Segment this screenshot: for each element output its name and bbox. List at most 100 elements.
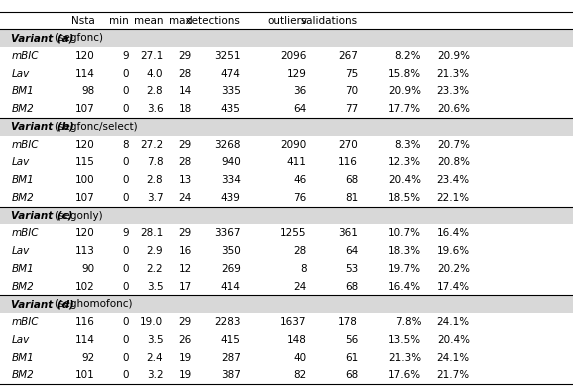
Text: 53: 53 [345,264,358,274]
Text: 29: 29 [179,229,192,238]
Text: 2096: 2096 [280,51,307,61]
Text: 21.3%: 21.3% [388,353,421,362]
Text: 334: 334 [221,175,241,185]
Text: 26: 26 [179,335,192,345]
Text: 27.2: 27.2 [140,140,163,150]
Text: 20.2%: 20.2% [437,264,470,274]
Text: 2.8: 2.8 [147,175,163,185]
Bar [0,118,573,136]
Text: 3251: 3251 [214,51,241,61]
Text: 178: 178 [338,317,358,327]
Text: 81: 81 [345,193,358,203]
Text: (segonly): (segonly) [54,211,103,221]
Text: 29: 29 [179,51,192,61]
Text: 17.7%: 17.7% [388,104,421,114]
Text: 18.3%: 18.3% [388,246,421,256]
Text: 16: 16 [179,246,192,256]
Text: min: min [109,16,129,26]
Text: mBIC: mBIC [11,317,39,327]
Text: mBIC: mBIC [11,229,39,238]
Text: 19.6%: 19.6% [437,246,470,256]
Text: 0: 0 [123,282,129,291]
Text: 68: 68 [345,175,358,185]
Text: 64: 64 [293,104,307,114]
Text: 29: 29 [179,140,192,150]
Text: 28: 28 [179,158,192,167]
Text: 287: 287 [221,353,241,362]
Text: 77: 77 [345,104,358,114]
Text: 3.5: 3.5 [147,335,163,345]
Text: 18: 18 [179,104,192,114]
Text: 3.6: 3.6 [147,104,163,114]
Text: outliers: outliers [267,16,307,26]
Text: 0: 0 [123,175,129,185]
Text: 64: 64 [345,246,358,256]
Text: 24: 24 [179,193,192,203]
Text: 0: 0 [123,335,129,345]
Text: 100: 100 [75,175,95,185]
Text: 113: 113 [74,246,95,256]
Text: 2090: 2090 [280,140,307,150]
Text: Variant (b) (segfonc/select): Variant (b) (segfonc/select) [11,122,154,132]
Text: Lav: Lav [11,158,30,167]
Text: 350: 350 [221,246,241,256]
Text: 23.3%: 23.3% [437,87,470,97]
Text: max: max [170,16,192,26]
Text: 0: 0 [123,69,129,79]
Text: 24.1%: 24.1% [437,353,470,362]
Text: 90: 90 [81,264,95,274]
Text: BM2: BM2 [11,282,34,291]
Text: Nsta: Nsta [71,16,95,26]
Text: 36: 36 [293,87,307,97]
Text: 0: 0 [123,317,129,327]
Text: 24.1%: 24.1% [437,317,470,327]
Text: 0: 0 [123,158,129,167]
Text: 435: 435 [221,104,241,114]
Text: 2283: 2283 [214,317,241,327]
Text: 20.4%: 20.4% [437,335,470,345]
Text: 12: 12 [179,264,192,274]
Text: 56: 56 [345,335,358,345]
Text: 18.5%: 18.5% [388,193,421,203]
Text: 68: 68 [345,282,358,291]
Text: 148: 148 [286,335,307,345]
Text: 20.6%: 20.6% [437,104,470,114]
Text: 0: 0 [123,264,129,274]
Text: mean: mean [134,16,163,26]
Text: 120: 120 [75,140,95,150]
Text: 0: 0 [123,246,129,256]
Text: 12.3%: 12.3% [388,158,421,167]
Text: 116: 116 [338,158,358,167]
Text: BM1: BM1 [11,175,34,185]
Text: 3268: 3268 [214,140,241,150]
Text: 120: 120 [75,51,95,61]
Text: 15.8%: 15.8% [388,69,421,79]
Text: mBIC: mBIC [11,140,39,150]
Text: 0: 0 [123,104,129,114]
Text: 387: 387 [221,370,241,380]
Text: 40: 40 [293,353,307,362]
Text: 0: 0 [123,370,129,380]
Text: 1255: 1255 [280,229,307,238]
Text: 19: 19 [179,370,192,380]
Text: mBIC: mBIC [11,51,39,61]
Text: (segfonc): (segfonc) [54,33,103,43]
Text: 2.8: 2.8 [147,87,163,97]
Text: 3367: 3367 [214,229,241,238]
Text: 411: 411 [286,158,307,167]
Text: 10.7%: 10.7% [388,229,421,238]
Text: BM2: BM2 [11,370,34,380]
Text: 76: 76 [293,193,307,203]
Text: 270: 270 [339,140,358,150]
Text: 21.3%: 21.3% [437,69,470,79]
Text: Lav: Lav [11,69,30,79]
Text: Variant (b): Variant (b) [11,122,74,132]
Text: 13: 13 [179,175,192,185]
Text: 129: 129 [286,69,307,79]
Text: 8: 8 [300,264,307,274]
Text: 98: 98 [81,87,95,97]
Text: 27.1: 27.1 [140,51,163,61]
Text: 940: 940 [221,158,241,167]
Text: 20.9%: 20.9% [388,87,421,97]
Text: 24: 24 [293,282,307,291]
